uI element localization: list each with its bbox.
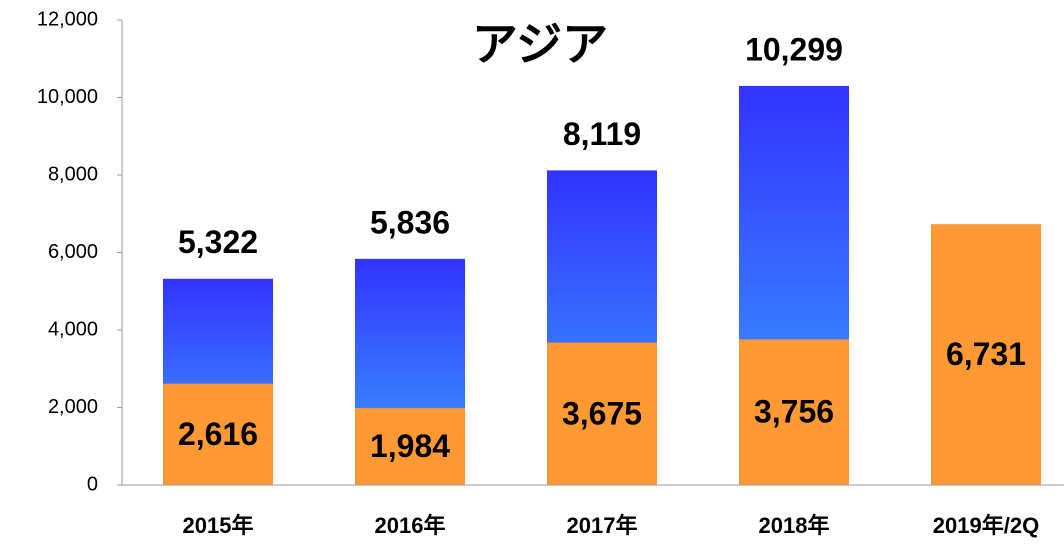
value-label: 10,299 [745, 31, 843, 67]
x-tick-label: 2018年 [759, 513, 830, 538]
value-label: 5,322 [178, 224, 258, 260]
bar [739, 339, 849, 485]
y-tick-label: 6,000 [48, 241, 98, 263]
bar [547, 342, 657, 485]
value-label: 3,675 [562, 395, 642, 431]
x-tick-label: 2017年 [567, 513, 638, 538]
x-tick-label: 2015年 [183, 513, 254, 538]
chart-title: アジア [472, 18, 608, 70]
value-label: 8,119 [563, 116, 641, 152]
x-tick-label: 2016年 [375, 513, 446, 538]
y-tick-label: 12,000 [37, 8, 98, 30]
value-label: 1,984 [370, 428, 450, 464]
value-label: 2,616 [178, 416, 258, 452]
y-tick-label: 2,000 [48, 396, 98, 418]
value-label: 6,731 [946, 336, 1026, 372]
y-tick-label: 0 [87, 473, 98, 495]
y-tick-label: 8,000 [48, 163, 98, 185]
bar [931, 224, 1041, 485]
bar [163, 383, 273, 485]
y-tick-label: 4,000 [48, 318, 98, 340]
value-label: 3,756 [754, 394, 834, 430]
x-tick-label: 2019年/2Q [933, 513, 1039, 538]
y-tick-label: 10,000 [37, 86, 98, 108]
value-label: 5,836 [370, 204, 450, 240]
bar [355, 408, 465, 485]
